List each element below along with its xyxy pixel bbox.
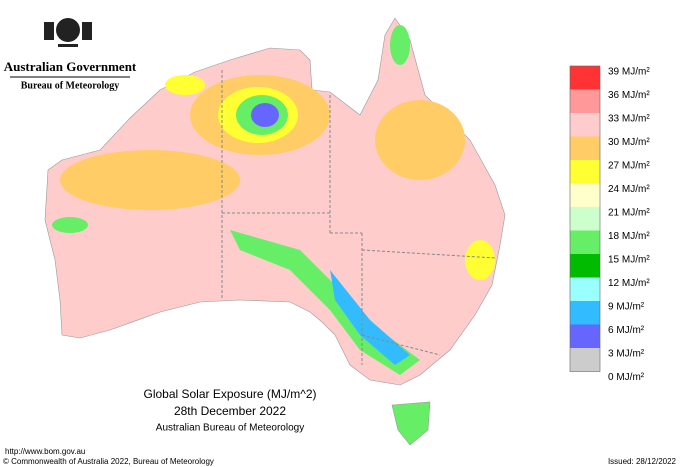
- legend-swatch: [570, 136, 600, 160]
- legend-frame: [569, 65, 601, 372]
- legend-label: 18 MJ/m²: [608, 231, 650, 242]
- legend-swatch: [570, 301, 600, 325]
- legend-swatch: [570, 348, 600, 372]
- legend-swatch: [570, 277, 600, 301]
- map-date: 28th December 2022: [174, 404, 286, 418]
- copyright: © Commonwealth of Australia 2022, Bureau…: [3, 457, 214, 466]
- legend-swatch: [570, 66, 600, 90]
- legend-swatch: [570, 160, 600, 184]
- legend-label: 15 MJ/m²: [608, 255, 650, 266]
- map: [44, 17, 506, 446]
- legend-label: 3 MJ/m²: [608, 349, 645, 360]
- legend-label: 33 MJ/m²: [608, 114, 650, 125]
- legend-swatch: [570, 230, 600, 254]
- issued: Issued: 28/12/2022: [608, 457, 677, 466]
- legend-label: 12 MJ/m²: [608, 278, 650, 289]
- map-title: Global Solar Exposure (MJ/m^2): [143, 387, 316, 401]
- legend-label: 27 MJ/m²: [608, 161, 650, 172]
- legend-label: 24 MJ/m²: [608, 184, 650, 195]
- legend-label: 6 MJ/m²: [608, 325, 645, 336]
- legend-swatch: [570, 89, 600, 113]
- agency-name: Bureau of Meteorology: [21, 80, 120, 91]
- legend-label: 0 MJ/m²: [608, 372, 645, 383]
- crest: [44, 18, 92, 47]
- government-name: Australian Government: [4, 59, 137, 74]
- legend: 39 MJ/m² 36 MJ/m² 33 MJ/m² 30 MJ/m² 27 MJ/m²…: [569, 65, 650, 383]
- legend-label: 39 MJ/m²: [608, 67, 650, 78]
- map-source: Australian Bureau of Meteorology: [156, 423, 304, 434]
- legend-swatch: [570, 324, 600, 348]
- legend-swatch: [570, 183, 600, 207]
- legend-label: 36 MJ/m²: [608, 90, 650, 101]
- legend-label: 21 MJ/m²: [608, 208, 650, 219]
- legend-swatch: [570, 207, 600, 231]
- legend-label: 9 MJ/m²: [608, 302, 645, 313]
- legend-swatch: [570, 254, 600, 278]
- legend-swatch: [570, 113, 600, 137]
- legend-label: 30 MJ/m²: [608, 137, 650, 148]
- url: http://www.bom.gov.au: [5, 447, 85, 456]
